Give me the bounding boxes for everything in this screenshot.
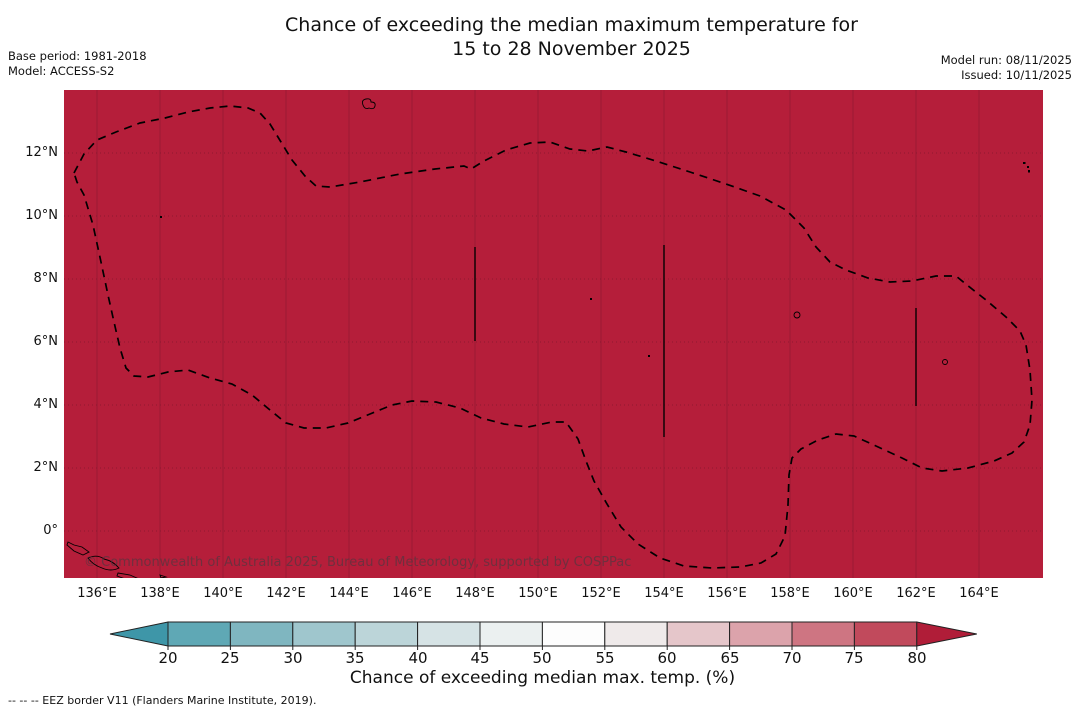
colorbar-tick-label: 35 [345,649,365,667]
map-canvas [64,90,1043,581]
colorbar-tick-label: 60 [657,649,677,667]
lon-axis-label: 162°E [896,586,936,601]
colorbar-segment [479,621,543,647]
lon-axis-label: 152°E [581,586,621,601]
lat-axis-label: 6°N [33,334,59,349]
colorbar-segment [604,621,668,647]
colorbar-left-arrow [109,621,169,647]
title-line-2: 15 to 28 November 2025 [452,38,691,60]
forecast-map [64,90,1043,581]
lon-axis-label: 154°E [644,586,684,601]
colorbar-tick-label: 80 [907,649,927,667]
lon-axis-label: 138°E [140,586,180,601]
colorbar-segment [167,621,231,647]
lon-axis-label: 156°E [707,586,747,601]
lon-axis-label: 158°E [770,586,810,601]
colorbar-tick-label: 20 [158,649,178,667]
colorbar-segment [666,621,731,647]
colorbar-segment [853,621,918,647]
lat-axis-label: 10°N [25,208,58,223]
colorbar-title: Chance of exceeding median max. temp. (%… [349,668,736,688]
eez-vertical-segments [474,245,917,437]
lat-axis-label: 0° [43,523,58,538]
colorbar-tick-label: 30 [283,649,303,667]
colorbar-segment [354,621,419,647]
lon-axis-label: 150°E [518,586,558,601]
lon-axis-label: 144°E [329,586,369,601]
lon-axis-label: 140°E [203,586,243,601]
lon-axis-label: 136°E [77,586,117,601]
lon-axis-label: 164°E [959,586,999,601]
colorbar-tick-label: 55 [595,649,615,667]
lat-axis-label: 12°N [25,145,58,160]
model-run-text: Model run: 08/11/2025 [940,53,1072,67]
colorbar-tick-label: 65 [720,649,740,667]
meta-right: Model run: 08/11/2025 Issued: 10/11/2025 [941,53,1072,83]
colorbar-canvas [109,621,977,650]
lat-axis-label: 8°N [33,271,59,286]
lon-axis-label: 160°E [833,586,873,601]
colorbar-segment [729,621,793,647]
lat-axis-label: 4°N [33,397,59,412]
colorbar-segment [417,621,481,647]
model-text: Model: ACCESS-S2 [8,64,115,78]
map-background [64,90,1043,578]
colorbar-right-arrow [916,621,977,647]
islet-dots [160,162,1030,357]
title-line-1: Chance of exceeding the median maximum t… [285,14,858,36]
colorbar-tick-label: 45 [470,649,490,667]
map-watermark: © Commonwealth of Australia 2025, Bureau… [84,555,632,570]
islet-ring [942,359,948,365]
colorbar-segment [229,621,294,647]
island-marks [361,98,948,365]
atoll-outline [361,98,376,110]
colorbar [100,617,990,655]
lon-axis-label: 146°E [392,586,432,601]
lon-axis-label: 142°E [266,586,306,601]
colorbar-tick-label: 70 [782,649,802,667]
islet-ring [793,311,801,319]
colorbar-segment [292,621,356,647]
meta-left: Base period: 1981-2018 Model: ACCESS-S2 [8,49,147,79]
colorbar-tick-marks [167,646,918,650]
colorbar-tick-label: 75 [844,649,864,667]
colorbar-tick-label: 40 [408,649,428,667]
issued-text: Issued: 10/11/2025 [961,68,1072,82]
colorbar-segment [791,621,855,647]
base-period-text: Base period: 1981-2018 [8,49,147,63]
page-title: Chance of exceeding the median maximum t… [58,13,1085,61]
lat-axis-label: 2°N [33,460,59,475]
footer-eez-note: -- -- -- EEZ border V11 (Flanders Marine… [8,694,317,707]
colorbar-tick-label: 50 [532,649,552,667]
eez-border-path [73,105,1033,569]
lon-axis-label: 148°E [455,586,495,601]
colorbar-segment [541,621,606,647]
colorbar-tick-label: 25 [220,649,240,667]
